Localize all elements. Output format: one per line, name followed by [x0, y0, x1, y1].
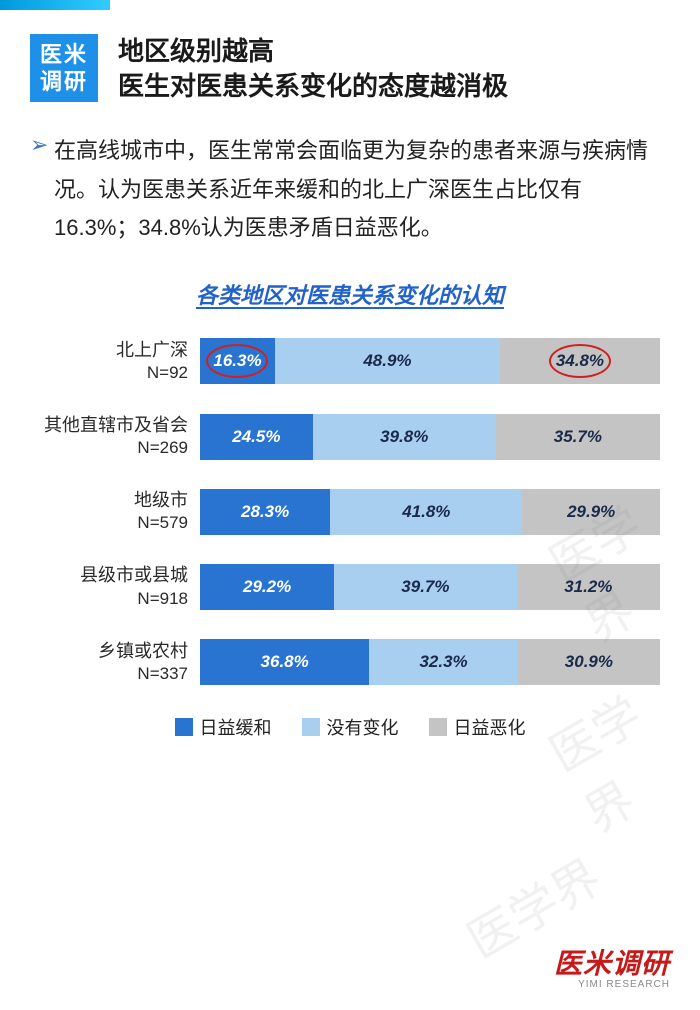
bar-segment: 24.5% — [200, 414, 313, 460]
bar-segment: 29.2% — [200, 564, 334, 610]
legend-swatch — [175, 718, 193, 736]
bar-segment: 36.8% — [200, 639, 369, 685]
bar-segment: 41.8% — [330, 489, 522, 535]
bar-segment: 32.3% — [369, 639, 518, 685]
chevron-right-icon: ➢ — [30, 132, 48, 158]
row-n-text: N=269 — [40, 437, 188, 460]
logo-line-2: 调研 — [40, 68, 88, 96]
legend-item: 没有变化 — [302, 714, 399, 740]
top-accent-bar — [0, 0, 110, 10]
legend-swatch — [429, 718, 447, 736]
row-label: 其他直辖市及省会N=269 — [40, 413, 200, 460]
row-label-text: 地级市 — [40, 488, 188, 512]
chart-legend: 日益缓和 没有变化 日益恶化 — [0, 714, 700, 740]
row-label-text: 县级市或县城 — [40, 563, 188, 587]
segment-value: 34.8% — [556, 351, 604, 371]
chart-row: 北上广深N=92 16.3% 48.9% 34.8% — [40, 338, 660, 385]
segment-value: 48.9% — [363, 351, 411, 371]
segment-value: 30.9% — [565, 652, 613, 672]
row-n-text: N=92 — [40, 362, 188, 385]
segment-value: 24.5% — [232, 427, 280, 447]
bar-segment: 28.3% — [200, 489, 330, 535]
logo-line-1: 医米 — [40, 41, 88, 69]
segment-value: 32.3% — [419, 652, 467, 672]
row-n-text: N=918 — [40, 588, 188, 611]
row-label-text: 其他直辖市及省会 — [40, 413, 188, 437]
bar-segment: 30.9% — [518, 639, 660, 685]
chart-row: 乡镇或农村N=337 36.8% 32.3% 30.9% — [40, 639, 660, 686]
segment-value: 39.7% — [401, 577, 449, 597]
legend-label: 日益恶化 — [454, 714, 526, 740]
segment-value: 31.2% — [564, 577, 612, 597]
bar-segment: 16.3% — [200, 338, 275, 384]
chart-row: 地级市N=579 28.3% 41.8% 29.9% — [40, 488, 660, 535]
segment-value: 41.8% — [402, 502, 450, 522]
bar-segment: 39.7% — [334, 564, 516, 610]
bar-segment: 48.9% — [275, 338, 500, 384]
legend-label: 日益缓和 — [200, 714, 272, 740]
title-block: 地区级别越高 医生对医患关系变化的态度越消极 — [118, 34, 508, 104]
row-label-text: 北上广深 — [40, 338, 188, 362]
segment-value: 29.2% — [243, 577, 291, 597]
row-label: 地级市N=579 — [40, 488, 200, 535]
title-line-2: 医生对医患关系变化的态度越消极 — [118, 69, 508, 104]
legend-item: 日益恶化 — [429, 714, 526, 740]
segment-value: 35.7% — [554, 427, 602, 447]
stacked-bar-chart: 北上广深N=9216.3%48.9%34.8%其他直辖市及省会N=26924.5… — [0, 310, 700, 686]
segment-value: 36.8% — [261, 652, 309, 672]
legend-swatch — [302, 718, 320, 736]
bar-segment: 35.7% — [496, 414, 660, 460]
stacked-bar: 36.8% 32.3% 30.9% — [200, 639, 660, 685]
row-n-text: N=337 — [40, 663, 188, 686]
bar-segment: 31.2% — [517, 564, 660, 610]
stacked-bar: 28.3% 41.8% 29.9% — [200, 489, 660, 535]
legend-item: 日益缓和 — [175, 714, 272, 740]
stacked-bar: 29.2% 39.7% 31.2% — [200, 564, 660, 610]
footer-logo: 医米调研 YIMI RESEARCH — [554, 950, 670, 990]
row-n-text: N=579 — [40, 512, 188, 535]
body-text: ➢ 在高线城市中，医生常常会面临更为复杂的患者来源与疾病情况。认为医患关系近年来… — [0, 104, 700, 248]
chart-row: 县级市或县城N=918 29.2% 39.7% 31.2% — [40, 563, 660, 610]
legend-label: 没有变化 — [327, 714, 399, 740]
stacked-bar: 24.5% 39.8% 35.7% — [200, 414, 660, 460]
segment-value: 16.3% — [213, 351, 261, 371]
body-paragraph: 在高线城市中，医生常常会面临更为复杂的患者来源与疾病情况。认为医患关系近年来缓和… — [54, 132, 656, 248]
bar-segment: 34.8% — [500, 338, 660, 384]
row-label-text: 乡镇或农村 — [40, 639, 188, 663]
chart-row: 其他直辖市及省会N=269 24.5% 39.8% 35.7% — [40, 413, 660, 460]
logo-badge: 医米 调研 — [30, 34, 98, 102]
header: 医米 调研 地区级别越高 医生对医患关系变化的态度越消极 — [0, 0, 700, 104]
row-label: 北上广深N=92 — [40, 338, 200, 385]
segment-value: 29.9% — [567, 502, 615, 522]
chart-title: 各类地区对医患关系变化的认知 — [0, 278, 700, 310]
bar-segment: 39.8% — [313, 414, 496, 460]
row-label: 乡镇或农村N=337 — [40, 639, 200, 686]
stacked-bar: 16.3% 48.9% 34.8% — [200, 338, 660, 384]
row-label: 县级市或县城N=918 — [40, 563, 200, 610]
segment-value: 28.3% — [241, 502, 289, 522]
bar-segment: 29.9% — [522, 489, 660, 535]
segment-value: 39.8% — [380, 427, 428, 447]
title-line-1: 地区级别越高 — [118, 34, 508, 69]
footer-logo-cn: 医米调研 — [554, 950, 670, 978]
footer-logo-en: YIMI RESEARCH — [554, 980, 670, 990]
